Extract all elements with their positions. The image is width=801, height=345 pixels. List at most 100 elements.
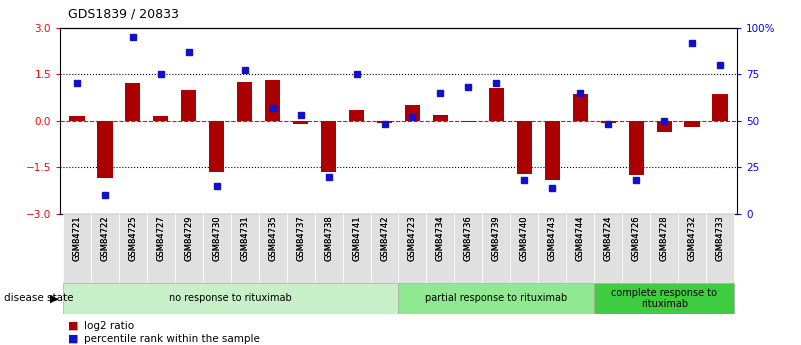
- Bar: [650, 214, 678, 283]
- Text: complete response to
rituximab: complete response to rituximab: [611, 288, 717, 309]
- Text: GSM84739: GSM84739: [492, 215, 501, 261]
- Text: no response to rituximab: no response to rituximab: [169, 294, 292, 303]
- Text: percentile rank within the sample: percentile rank within the sample: [84, 334, 260, 344]
- Bar: [566, 214, 594, 283]
- Bar: [62, 283, 399, 314]
- Bar: [293, 121, 308, 125]
- Text: GSM84722: GSM84722: [100, 215, 109, 261]
- Text: GSM84723: GSM84723: [408, 215, 417, 261]
- Bar: [119, 214, 147, 283]
- Bar: [371, 214, 398, 283]
- Text: GSM84735: GSM84735: [268, 215, 277, 261]
- Text: GSM84724: GSM84724: [604, 215, 613, 261]
- Bar: [398, 283, 594, 314]
- Text: GSM84744: GSM84744: [576, 215, 585, 261]
- Text: GSM84730: GSM84730: [212, 215, 221, 261]
- Text: GSM84738: GSM84738: [324, 215, 333, 261]
- Text: GSM84736: GSM84736: [464, 215, 473, 261]
- Text: GSM84731: GSM84731: [240, 215, 249, 261]
- Text: GSM84734: GSM84734: [436, 215, 445, 261]
- Text: GSM84725: GSM84725: [128, 215, 137, 261]
- Bar: [265, 80, 280, 121]
- Bar: [454, 214, 482, 283]
- Bar: [594, 283, 735, 314]
- Text: GSM84741: GSM84741: [352, 215, 361, 261]
- Text: GSM84729: GSM84729: [184, 215, 193, 261]
- Text: GSM84721: GSM84721: [72, 215, 82, 261]
- Text: GSM84724: GSM84724: [604, 215, 613, 261]
- Bar: [287, 214, 315, 283]
- Bar: [405, 105, 421, 121]
- Text: GSM84722: GSM84722: [100, 215, 109, 261]
- Bar: [97, 121, 112, 178]
- Text: GSM84727: GSM84727: [156, 215, 165, 261]
- Bar: [594, 214, 622, 283]
- Text: GSM84743: GSM84743: [548, 215, 557, 261]
- Text: GSM84730: GSM84730: [212, 215, 221, 261]
- Bar: [482, 214, 510, 283]
- Text: GSM84740: GSM84740: [520, 215, 529, 261]
- Bar: [147, 214, 175, 283]
- Bar: [321, 121, 336, 172]
- Bar: [685, 121, 700, 127]
- Text: GSM84727: GSM84727: [156, 215, 165, 261]
- Text: ▶: ▶: [50, 294, 58, 303]
- Bar: [433, 115, 448, 121]
- Text: GSM84723: GSM84723: [408, 215, 417, 261]
- Bar: [712, 94, 728, 121]
- Text: ■: ■: [68, 321, 78, 331]
- Bar: [426, 214, 454, 283]
- Text: GSM84729: GSM84729: [184, 215, 193, 261]
- Bar: [203, 214, 231, 283]
- Bar: [181, 90, 196, 121]
- Text: disease state: disease state: [4, 294, 74, 303]
- Bar: [376, 121, 392, 123]
- Bar: [398, 214, 426, 283]
- Text: GSM84732: GSM84732: [688, 215, 697, 261]
- Bar: [175, 214, 203, 283]
- Text: GSM84726: GSM84726: [632, 215, 641, 261]
- Bar: [573, 94, 588, 121]
- Text: GSM84740: GSM84740: [520, 215, 529, 261]
- Text: partial response to rituximab: partial response to rituximab: [425, 294, 568, 303]
- Text: GSM84725: GSM84725: [128, 215, 137, 261]
- Text: GSM84741: GSM84741: [352, 215, 361, 261]
- Bar: [706, 214, 735, 283]
- Text: GSM84726: GSM84726: [632, 215, 641, 261]
- Text: GSM84721: GSM84721: [72, 215, 82, 261]
- Text: GSM84743: GSM84743: [548, 215, 557, 261]
- Bar: [91, 214, 119, 283]
- Bar: [538, 214, 566, 283]
- Text: GSM84742: GSM84742: [380, 215, 389, 261]
- Text: GSM84738: GSM84738: [324, 215, 333, 261]
- Bar: [601, 121, 616, 123]
- Text: GSM84733: GSM84733: [715, 215, 725, 261]
- Bar: [315, 214, 343, 283]
- Bar: [510, 214, 538, 283]
- Bar: [349, 110, 364, 121]
- Bar: [678, 214, 706, 283]
- Bar: [622, 214, 650, 283]
- Bar: [343, 214, 371, 283]
- Text: GSM84737: GSM84737: [296, 215, 305, 261]
- Bar: [461, 121, 476, 122]
- Text: GSM84733: GSM84733: [715, 215, 725, 261]
- Bar: [517, 121, 532, 174]
- Bar: [629, 121, 644, 175]
- Bar: [489, 88, 504, 121]
- Text: GSM84742: GSM84742: [380, 215, 389, 261]
- Bar: [62, 214, 91, 283]
- Bar: [259, 214, 287, 283]
- Bar: [125, 83, 140, 121]
- Bar: [209, 121, 224, 172]
- Text: log2 ratio: log2 ratio: [84, 321, 135, 331]
- Text: GDS1839 / 20833: GDS1839 / 20833: [68, 8, 179, 21]
- Text: GSM84734: GSM84734: [436, 215, 445, 261]
- Bar: [657, 121, 672, 132]
- Text: GSM84739: GSM84739: [492, 215, 501, 261]
- Bar: [69, 116, 85, 121]
- Text: GSM84732: GSM84732: [688, 215, 697, 261]
- Bar: [231, 214, 259, 283]
- Bar: [545, 121, 560, 180]
- Text: GSM84737: GSM84737: [296, 215, 305, 261]
